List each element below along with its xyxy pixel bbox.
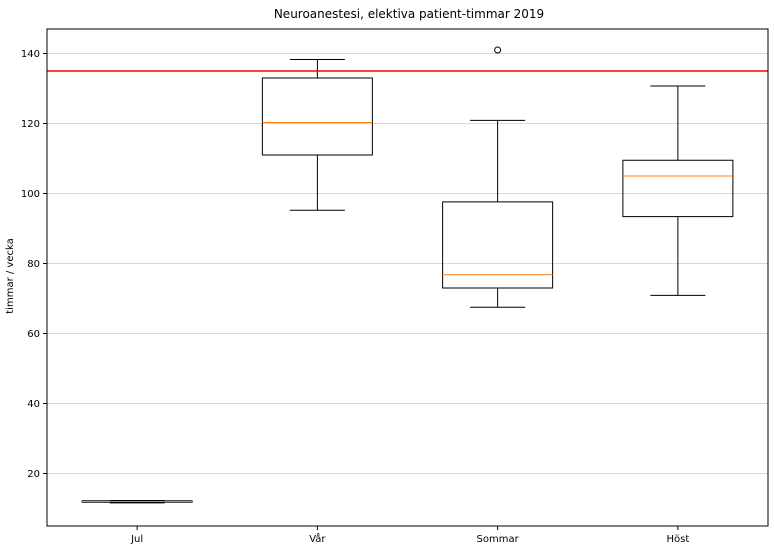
outlier-point	[494, 46, 502, 54]
grid-layer	[47, 53, 768, 474]
x-tick-label: Jul	[130, 534, 143, 545]
y-tick-label: 100	[21, 189, 40, 200]
box-2	[261, 58, 373, 211]
y-tick-label: 60	[27, 329, 40, 340]
x-tick-label: Höst	[666, 534, 689, 545]
iqr-box	[442, 201, 554, 289]
x-tick-label: Sommar	[477, 534, 520, 545]
y-tick-label: 20	[27, 469, 40, 480]
box-layer	[81, 46, 734, 504]
box-1	[81, 499, 193, 504]
iqr-box	[622, 159, 734, 218]
y-tick-label: 80	[27, 259, 40, 270]
chart-title: Neuroanestesi, elektiva patient-timmar 2…	[274, 7, 544, 21]
y-tick-label: 120	[21, 119, 40, 130]
y-tick-label: 40	[27, 399, 40, 410]
y-axis: 20 40 60 80 100 120 140	[21, 49, 47, 480]
y-axis-label: timmar / vecka	[5, 238, 16, 313]
x-tick-label: Vår	[309, 532, 326, 545]
box-3	[442, 46, 554, 308]
plot-frame	[46, 28, 769, 527]
box-4	[622, 85, 734, 296]
y-tick-label: 140	[21, 49, 40, 60]
x-axis: Jul Vår Sommar Höst	[130, 526, 689, 545]
iqr-box	[261, 77, 373, 156]
